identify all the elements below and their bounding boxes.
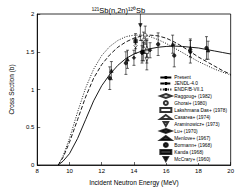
svg-text:16: 16: [163, 168, 170, 174]
svg-text:Ghorai+ (1980): Ghorai+ (1980): [174, 101, 207, 106]
svg-text:0.5: 0.5: [26, 124, 35, 130]
svg-text:10: 10: [66, 168, 73, 174]
svg-text:ENDF/B-VII.1: ENDF/B-VII.1: [174, 87, 203, 92]
svg-text:0: 0: [31, 162, 35, 168]
svg-text:¹²¹Sb(n,2n)¹²⁰Sb: ¹²¹Sb(n,2n)¹²⁰Sb: [92, 6, 145, 15]
svg-text:Lakshmana Das+ (1978): Lakshmana Das+ (1978): [174, 108, 227, 113]
svg-text:14: 14: [131, 168, 138, 174]
svg-text:Kanda (1968): Kanda (1968): [174, 150, 203, 155]
svg-text:Present: Present: [174, 75, 191, 80]
svg-text:Casarea+ (1974): Casarea+ (1974): [174, 115, 211, 120]
svg-text:1.5: 1.5: [26, 49, 35, 55]
svg-text:JENDL-4.0: JENDL-4.0: [174, 81, 198, 86]
svg-text:Menlove+ (1967): Menlove+ (1967): [174, 136, 211, 141]
svg-text:8: 8: [36, 168, 40, 174]
svg-text:Araminowicz+ (1973): Araminowicz+ (1973): [174, 122, 220, 127]
svg-text:Bormann+ (1968): Bormann+ (1968): [174, 143, 212, 148]
svg-text:12: 12: [98, 168, 105, 174]
svg-text:18: 18: [195, 168, 202, 174]
svg-text:1: 1: [31, 87, 35, 93]
svg-text:Cross Section (b): Cross Section (b): [8, 64, 16, 114]
svg-text:Lu+ (1970): Lu+ (1970): [174, 129, 198, 134]
svg-text:20: 20: [227, 168, 234, 174]
svg-text:2: 2: [31, 11, 35, 17]
svg-text:Raggoug+ (1982): Raggoug+ (1982): [174, 94, 212, 99]
svg-text:Incident Neutron Energy (MeV): Incident Neutron Energy (MeV): [89, 179, 179, 187]
svg-text:McCrary+ (1960): McCrary+ (1960): [174, 157, 211, 162]
